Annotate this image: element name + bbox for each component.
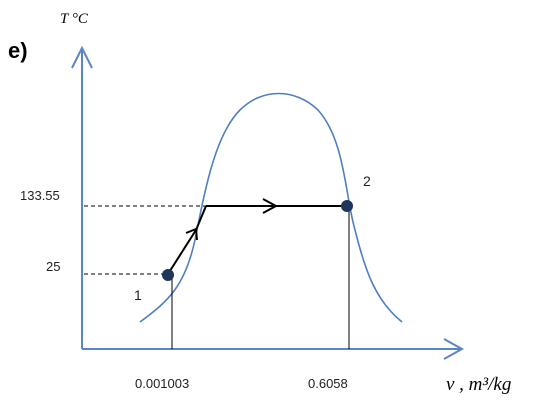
process-segment-rise xyxy=(167,229,197,275)
part-label: e) xyxy=(8,38,28,63)
state-point-1 xyxy=(162,269,174,281)
x-tick-0-001003: 0.001003 xyxy=(135,376,189,391)
x-tick-0-6058: 0.6058 xyxy=(308,376,348,391)
y-tick-133-55: 133.55 xyxy=(20,188,60,203)
y-tick-25: 25 xyxy=(46,259,60,274)
y-axis-arrow xyxy=(71,45,93,69)
y-axis-title: T °C xyxy=(60,11,89,27)
x-axis-arrow xyxy=(443,338,465,360)
process-path xyxy=(167,198,345,275)
process-arrow-horizontal xyxy=(262,198,279,214)
point-2-label: 2 xyxy=(363,173,371,189)
process-segment-upper xyxy=(195,205,207,231)
saturation-dome-curve xyxy=(139,92,403,323)
point-1-label: 1 xyxy=(134,287,142,303)
axes xyxy=(71,45,465,360)
x-axis-title: v , m³/kg xyxy=(446,374,511,395)
state-point-2 xyxy=(341,200,353,212)
